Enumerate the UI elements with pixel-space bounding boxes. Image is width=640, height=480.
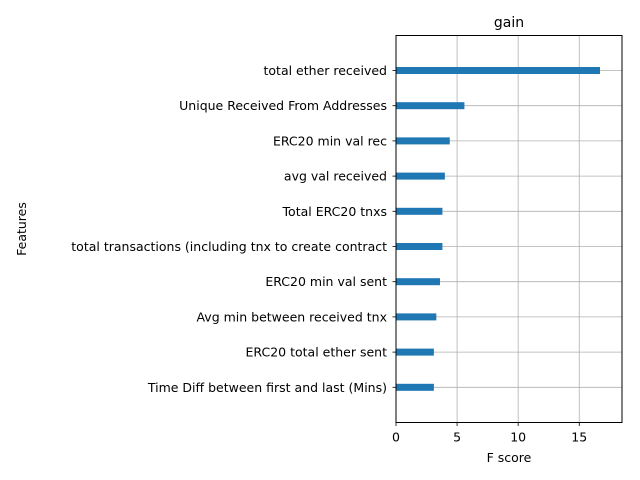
bar bbox=[396, 172, 445, 180]
grid-lines bbox=[395, 35, 622, 423]
x-tick-label: 5 bbox=[453, 430, 461, 445]
y-axis-label: Features bbox=[14, 202, 29, 256]
bar bbox=[396, 313, 437, 321]
y-tick-label: Avg min between received tnx bbox=[196, 309, 387, 324]
y-tick-label: ERC20 total ether sent bbox=[246, 345, 388, 360]
bar bbox=[396, 207, 443, 215]
x-tick-label: 0 bbox=[392, 430, 400, 445]
bars bbox=[396, 67, 601, 391]
y-tick-label: avg val received bbox=[284, 169, 387, 184]
y-tick-label: ERC20 min val sent bbox=[265, 274, 387, 289]
x-axis-label: F score bbox=[487, 450, 532, 465]
x-axis-ticks: 0 5 10 15 bbox=[392, 422, 587, 445]
x-tick-label: 15 bbox=[571, 430, 587, 445]
y-tick-label: Unique Received From Addresses bbox=[179, 98, 387, 113]
bar bbox=[396, 348, 434, 356]
y-tick-label: Total ERC20 tnxs bbox=[282, 204, 387, 219]
bar bbox=[396, 383, 434, 391]
chart-title: gain bbox=[494, 15, 524, 31]
y-tick-label: total transactions (including tnx to cre… bbox=[71, 239, 387, 254]
bar bbox=[396, 67, 601, 74]
x-tick-label: 10 bbox=[510, 430, 526, 445]
bar bbox=[396, 243, 443, 250]
y-tick-label: Time Diff between first and last (Mins) bbox=[147, 380, 387, 395]
bar bbox=[396, 102, 465, 110]
y-axis-ticks: total ether received Unique Received From… bbox=[71, 63, 396, 395]
plot-area-frame bbox=[395, 35, 623, 423]
y-tick-label: ERC20 min val rec bbox=[273, 133, 387, 148]
bar bbox=[396, 278, 440, 286]
bar bbox=[396, 137, 450, 145]
y-tick-label: total ether received bbox=[264, 63, 388, 78]
